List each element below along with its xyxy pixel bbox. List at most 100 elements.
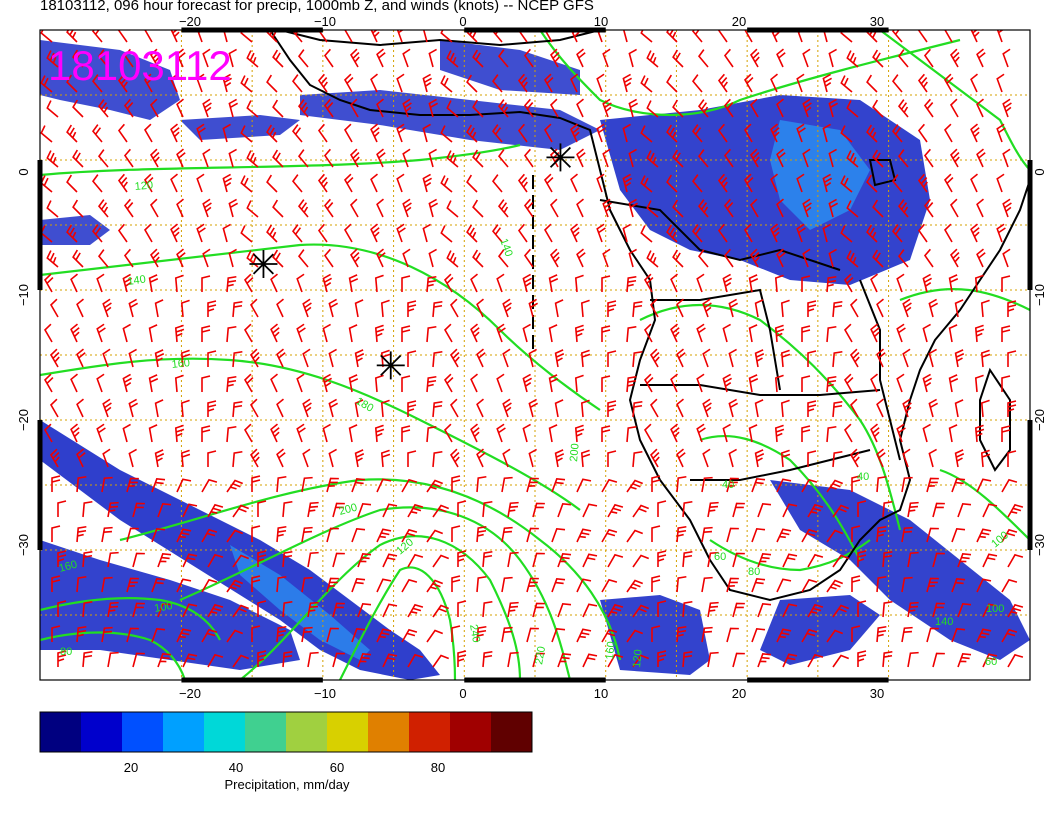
wind-barb: [126, 627, 139, 643]
wind-barb: [257, 550, 267, 567]
wind-barb: [401, 275, 411, 292]
colorbar-cell: [409, 712, 451, 752]
precip-west-small: [40, 215, 110, 245]
wind-barb: [228, 198, 239, 218]
wind-barb: [228, 98, 239, 118]
wind-barb: [722, 323, 731, 343]
wind-barb: [1002, 248, 1011, 268]
wind-barb: [466, 124, 478, 143]
wind-barb: [574, 324, 585, 343]
wind-barb: [243, 273, 254, 293]
wind-barb: [697, 149, 709, 168]
wind-barb: [796, 223, 806, 243]
wind-barb: [891, 124, 903, 143]
wind-barb: [757, 502, 772, 518]
wind-barb: [801, 528, 818, 543]
wind-barb: [726, 577, 739, 593]
wind-barb: [866, 124, 878, 143]
contour-label: 60: [714, 551, 726, 563]
wind-barb: [70, 373, 78, 393]
wind-barb: [802, 148, 811, 168]
wind-barb: [291, 74, 303, 93]
wind-barb: [151, 627, 166, 643]
wind-barb: [954, 449, 965, 468]
wind-barb: [472, 199, 484, 218]
wind-barb: [866, 174, 878, 193]
wind-barb: [554, 399, 564, 418]
wind-barb: [580, 449, 591, 468]
wind-barb: [428, 248, 437, 268]
wind-barb: [428, 48, 437, 68]
wind-barb: [576, 628, 592, 643]
wind-barb: [697, 99, 709, 118]
wind-barb: [226, 579, 244, 593]
wind-barb: [1007, 350, 1017, 367]
wind-barb: [76, 575, 87, 593]
wind-barb: [301, 626, 313, 643]
wind-barb: [796, 173, 805, 193]
colorbar-tick-label: 20: [124, 760, 138, 775]
wind-barb: [72, 249, 84, 268]
wind-barb: [407, 400, 417, 417]
wind-barb: [402, 198, 412, 218]
wind-barb: [46, 200, 59, 218]
wind-barb: [222, 173, 233, 193]
wind-barb: [523, 198, 534, 218]
wind-barb: [382, 553, 398, 568]
colorbar-cell: [122, 712, 164, 752]
wind-barb: [551, 527, 566, 543]
wind-barb: [982, 553, 998, 568]
wind-barb: [980, 399, 990, 418]
wind-barb: [996, 173, 1005, 193]
wind-barb: [201, 578, 218, 593]
wind-barb: [322, 423, 331, 443]
wind-barb: [176, 248, 186, 268]
lat-tick-label: −10: [1032, 284, 1047, 306]
wind-barb: [697, 199, 709, 218]
wind-barb: [1007, 400, 1017, 417]
wind-barb: [457, 550, 467, 567]
wind-barb: [646, 150, 659, 168]
precip-southeast-lower: [760, 595, 880, 665]
wind-barb: [201, 375, 211, 392]
wind-barb: [857, 650, 867, 667]
wind-barb: [754, 349, 765, 368]
contour-label: 160: [58, 559, 79, 575]
wind-barb: [751, 527, 766, 543]
wind-barb: [317, 73, 328, 93]
wind-barb: [1001, 375, 1011, 392]
wind-barb: [328, 398, 339, 418]
wind-barb: [357, 652, 372, 668]
colorbar-cell: [204, 712, 246, 752]
wind-barb: [780, 399, 790, 418]
wind-barb: [343, 73, 354, 93]
wind-barb: [843, 273, 854, 293]
wind-barb: [696, 423, 706, 443]
wind-barb: [251, 475, 261, 492]
marker-stroke: [380, 354, 402, 376]
wind-barb: [370, 123, 380, 143]
wind-barb: [143, 123, 153, 143]
wind-barb: [382, 603, 398, 618]
wind-barb: [43, 373, 54, 393]
wind-barb: [582, 503, 598, 518]
wind-barb: [91, 30, 103, 43]
wind-barb: [532, 652, 545, 668]
left-lat-labels: 0 −10 −20 −30: [16, 168, 31, 556]
wind-barb: [849, 448, 860, 468]
wind-barb: [926, 577, 939, 593]
wind-barb: [554, 349, 565, 368]
wind-barb: [996, 123, 1006, 143]
wind-barb: [1007, 653, 1024, 668]
wind-barb: [440, 30, 453, 43]
wind-barb: [801, 425, 811, 442]
wind-barb: [443, 423, 453, 443]
wind-barb: [526, 477, 539, 493]
wind-barb: [1001, 478, 1018, 493]
wind-barb: [643, 423, 653, 443]
wind-barb: [291, 174, 303, 193]
wind-barb: [246, 50, 259, 68]
wind-barb: [376, 48, 386, 68]
wind-barb: [732, 502, 745, 518]
wind-barb: [926, 477, 939, 493]
